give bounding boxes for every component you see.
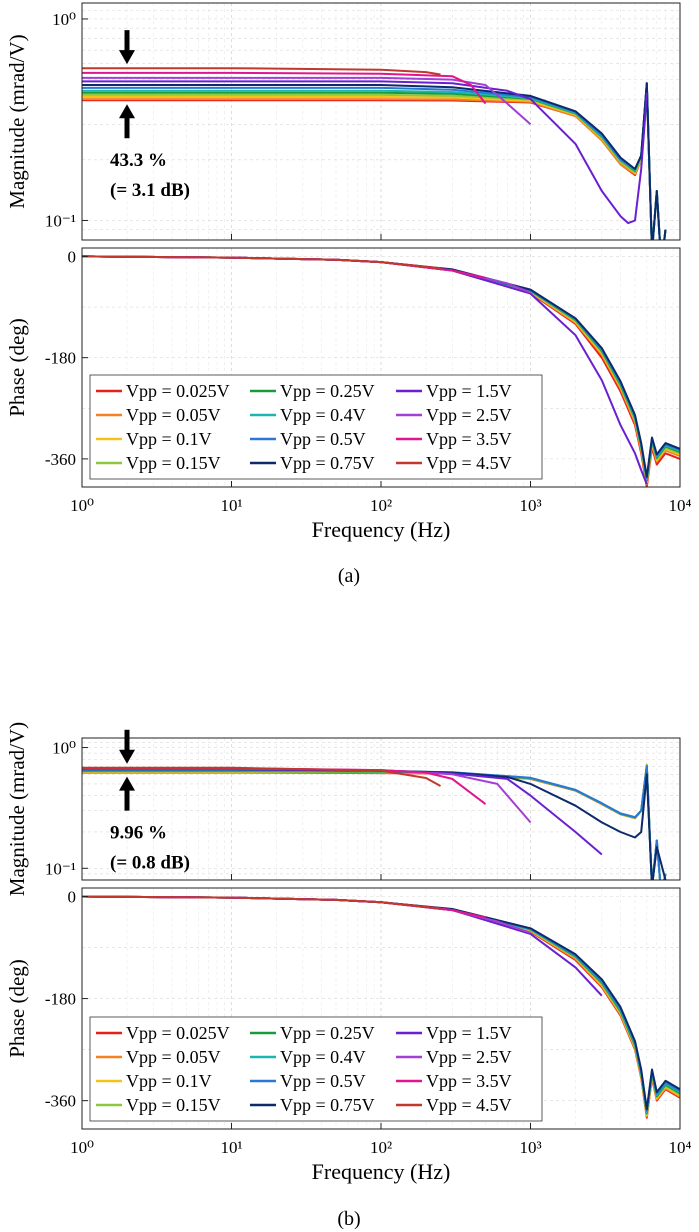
legend-label: Vpp = 1.5V	[426, 381, 512, 401]
y-tick-label: 0	[68, 247, 77, 266]
x-tick-label: 10⁴	[669, 496, 692, 515]
y-tick-label: -360	[45, 1092, 76, 1111]
y-tick-label: -360	[45, 450, 76, 469]
arrow-up-head	[119, 104, 135, 119]
legend-label: Vpp = 1.5V	[426, 1023, 512, 1043]
x-axis-label: Frequency (Hz)	[312, 1159, 451, 1184]
caption-a: (a)	[338, 565, 360, 587]
legend: Vpp = 0.025V Vpp = 0.05V Vpp = 0.1V Vpp = 0…	[89, 374, 543, 480]
series-line-vpp2.5v	[82, 76, 532, 126]
series-line-vpp4.5v	[82, 895, 441, 910]
y-tick-label: 10⁰	[52, 10, 76, 29]
legend-label: Vpp = 0.1V	[126, 1071, 212, 1091]
legend-label: Vpp = 0.25V	[280, 381, 375, 401]
y-tick-label: -180	[45, 990, 76, 1009]
plot-area	[82, 3, 680, 240]
panel-b-phase: 0 -180 -360 10⁰ 10¹ 10² 10³ 10⁴ Frequency (Hz) Ph…	[5, 887, 692, 1184]
grid	[81, 738, 681, 880]
legend-label: Vpp = 3.5V	[426, 429, 512, 449]
arrow-up-head	[119, 776, 135, 791]
annotation-percent: 9.96 %	[110, 823, 167, 844]
arrow-down-head	[119, 749, 135, 764]
x-tick-label: 10¹	[220, 1138, 242, 1157]
legend-label: Vpp = 0.05V	[126, 1047, 221, 1067]
x-tick-label: 10⁴	[669, 1138, 692, 1157]
annotation-arrows	[119, 30, 135, 139]
legend-label: Vpp = 0.4V	[280, 1047, 366, 1067]
series-line-vpp3.5v	[82, 71, 487, 105]
y-axis-label: Phase (deg)	[5, 318, 29, 417]
legend-label: Vpp = 4.5V	[426, 453, 512, 473]
legend-label: Vpp = 4.5V	[426, 1095, 512, 1115]
legend-label: Vpp = 3.5V	[426, 1071, 512, 1091]
legend-box	[89, 1016, 543, 1122]
legend-box	[89, 374, 543, 480]
x-tick-label: 10¹	[220, 496, 242, 515]
arrow-down-head	[119, 50, 135, 65]
y-axis-label: Magnitude (mrad/V)	[5, 34, 29, 208]
y-tick-label: 10⁰	[52, 739, 76, 758]
annotation-db: (= 0.8 dB)	[110, 853, 190, 874]
series-line-vpp4.5v	[82, 255, 441, 270]
x-tick-label: 10²	[370, 1138, 392, 1157]
series-group	[82, 67, 667, 240]
legend-label: Vpp = 0.5V	[280, 429, 366, 449]
grid	[81, 3, 681, 240]
y-tick-label: -180	[45, 349, 76, 368]
legend-label: Vpp = 2.5V	[426, 405, 512, 425]
legend-label: Vpp = 0.75V	[280, 453, 375, 473]
legend-label: Vpp = 0.25V	[280, 1023, 375, 1043]
legend-label: Vpp = 0.1V	[126, 429, 212, 449]
caption-b: (b)	[337, 1208, 360, 1230]
panel-a-phase: 0 -180 -360 10⁰ 10¹ 10² 10³ 10⁴ Frequency (Hz) Ph…	[5, 247, 692, 542]
x-tick-label: 10⁰	[70, 1138, 94, 1157]
legend-label: Vpp = 0.4V	[280, 405, 366, 425]
legend-label: Vpp = 0.025V	[126, 1023, 230, 1043]
x-tick-label: 10⁰	[70, 496, 94, 515]
y-tick-label: 0	[68, 888, 77, 907]
series-line-vpp0.75v	[82, 82, 667, 240]
x-tick-label: 10³	[519, 1138, 541, 1157]
legend-label: Vpp = 2.5V	[426, 1047, 512, 1067]
legend-label: Vpp = 0.025V	[126, 381, 230, 401]
x-tick-label: 10³	[519, 496, 541, 515]
panel-a-magnitude: 10⁰ 10⁻¹ Magnitude (mrad/V) 43.3 % (= 3.1 dB…	[5, 2, 681, 241]
x-tick-label: 10²	[370, 496, 392, 515]
annotation-percent: 43.3 %	[110, 150, 167, 171]
legend-label: Vpp = 0.15V	[126, 453, 221, 473]
y-tick-label: 10⁻¹	[45, 211, 76, 230]
annotation-arrows	[119, 729, 135, 811]
y-tick-label: 10⁻¹	[45, 859, 76, 878]
series-group	[82, 895, 680, 1119]
y-axis-label: Magnitude (mrad/V)	[5, 722, 29, 896]
series-line-vpp4.5v	[82, 766, 441, 787]
annotation-db: (= 3.1 dB)	[110, 180, 190, 201]
panel-b-magnitude: 10⁰ 10⁻¹ Magnitude (mrad/V) 9.96 % (= 0.8 dB…	[5, 722, 681, 896]
legend-label: Vpp = 0.75V	[280, 1095, 375, 1115]
legend-label: Vpp = 0.5V	[280, 1071, 366, 1091]
series-line-vpp4.5v	[82, 67, 441, 76]
series-line-vpp1.5v	[82, 80, 648, 225]
series-group	[82, 763, 667, 880]
series-group	[82, 255, 680, 487]
legend-label: Vpp = 0.15V	[126, 1095, 221, 1115]
x-axis-label: Frequency (Hz)	[312, 517, 451, 542]
legend-label: Vpp = 0.05V	[126, 405, 221, 425]
legend: Vpp = 0.025V Vpp = 0.05V Vpp = 0.1V Vpp = 0…	[89, 1016, 543, 1122]
y-axis-label: Phase (deg)	[5, 959, 29, 1058]
